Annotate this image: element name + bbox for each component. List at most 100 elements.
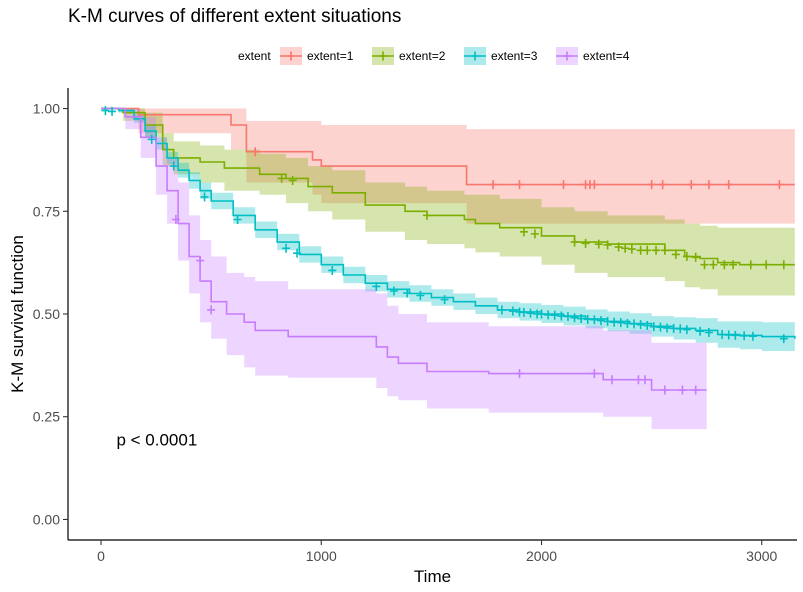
band-extent-3 [101, 108, 795, 353]
censor-mark-extent-1 [590, 180, 599, 190]
x-tick-label: 0 [97, 548, 105, 564]
censor-mark-extent-3 [537, 309, 546, 319]
censor-mark-extent-2 [519, 227, 528, 237]
legend-cross-extent-4 [563, 51, 571, 61]
y-tick-label: 0.75 [33, 203, 60, 219]
censor-mark-extent-2 [277, 173, 286, 183]
legend-cross-extent-1 [287, 51, 295, 61]
censor-mark-extent-2 [603, 240, 612, 250]
censor-mark-extent-3 [577, 314, 586, 324]
censor-mark-extent-3 [731, 330, 740, 340]
censor-mark-extent-2 [746, 260, 755, 270]
censor-mark-extent-3 [372, 281, 381, 291]
censor-mark-extent-3 [570, 313, 579, 323]
censor-mark-extent-3 [643, 321, 652, 331]
censor-mark-extent-4 [590, 369, 599, 379]
censor-mark-extent-2 [288, 175, 297, 185]
censor-mark-extent-3 [282, 243, 291, 253]
censor-mark-extent-4 [691, 385, 700, 395]
band-extent-1 [101, 108, 795, 232]
censor-mark-extent-3 [233, 214, 242, 224]
censor-mark-extent-4 [171, 214, 180, 224]
censor-mark-extent-2 [762, 260, 771, 270]
censor-mark-extent-2 [709, 260, 718, 270]
censor-mark-extent-3 [403, 288, 412, 298]
censor-mark-extent-3 [779, 334, 788, 344]
censor-mark-extent-2 [729, 260, 738, 270]
censor-mark-extent-2 [652, 245, 661, 255]
censor-mark-extent-3 [748, 331, 757, 341]
censor-mark-extent-1 [775, 180, 784, 190]
censor-mark-extent-2 [671, 249, 680, 259]
censor-mark-extent-3 [416, 291, 425, 301]
legend-label-extent-3: extent=3 [491, 49, 538, 63]
censor-mark-extent-3 [550, 310, 559, 320]
censor-mark-extent-1 [704, 180, 713, 190]
censor-mark-extent-3 [704, 327, 713, 337]
survival-curves [101, 107, 796, 391]
curve-extent-3 [101, 107, 796, 339]
censor-mark-extent-4 [207, 305, 216, 315]
censor-mark-extent-4 [660, 385, 669, 395]
censor-mark-extent-3 [590, 315, 599, 325]
censor-mark-extent-3 [328, 265, 337, 275]
y-tick-label: 0.25 [33, 409, 60, 425]
legend-title: extent [238, 49, 271, 63]
band-extent-4 [101, 108, 707, 430]
axes: 0 1000 2000 3000 0.00 0.25 0.50 0.75 1.00 [33, 88, 797, 564]
censor-mark-extent-3 [147, 134, 156, 144]
legend-label-extent-2: extent=2 [399, 49, 446, 63]
censor-marks [101, 106, 788, 395]
censor-mark-extent-3 [740, 331, 749, 341]
censor-mark-extent-2 [779, 260, 788, 270]
censor-mark-extent-2 [422, 210, 431, 220]
censor-mark-extent-2 [530, 229, 539, 239]
y-axis-title: K-M survival function [8, 235, 27, 393]
censor-mark-extent-3 [696, 326, 705, 336]
censor-mark-extent-2 [682, 251, 691, 261]
censor-mark-extent-2 [570, 237, 579, 247]
censor-mark-extent-3 [596, 316, 605, 326]
censor-mark-extent-1 [489, 180, 498, 190]
censor-mark-extent-3 [519, 307, 528, 317]
censor-mark-extent-2 [594, 239, 603, 249]
censor-mark-extent-4 [641, 375, 650, 385]
x-axis-title: Time [414, 567, 451, 586]
censor-mark-extent-3 [508, 306, 517, 316]
censor-mark-extent-3 [656, 322, 665, 332]
censor-mark-extent-1 [658, 180, 667, 190]
censor-mark-extent-3 [497, 305, 506, 315]
legend-label-extent-4: extent=4 [583, 49, 630, 63]
y-tick-label: 0.50 [33, 306, 60, 322]
censor-mark-extent-2 [691, 252, 700, 262]
p-value-annotation: p < 0.0001 [116, 430, 197, 449]
censor-mark-extent-1 [251, 147, 260, 157]
x-tick-label: 1000 [306, 548, 337, 564]
censor-mark-extent-2 [627, 244, 636, 254]
censor-mark-extent-2 [614, 242, 623, 252]
censor-mark-extent-4 [607, 375, 616, 385]
censor-mark-extent-3 [108, 106, 117, 116]
censor-mark-extent-1 [724, 180, 733, 190]
curve-extent-4 [101, 107, 707, 391]
x-tick-label: 2000 [526, 548, 557, 564]
censor-mark-extent-3 [200, 192, 209, 202]
censor-mark-extent-4 [515, 369, 524, 379]
censor-mark-extent-2 [643, 245, 652, 255]
legend: extent extent=1 extent=2 extent=3 extent=4 [238, 47, 630, 65]
censor-mark-extent-1 [515, 180, 524, 190]
chart-title: K-M curves of different extent situation… [68, 6, 402, 27]
censor-mark-extent-2 [581, 238, 590, 248]
x-tick-label: 3000 [746, 548, 777, 564]
censor-mark-extent-3 [676, 324, 685, 334]
censor-mark-extent-2 [720, 260, 729, 270]
censor-mark-extent-3 [563, 311, 572, 321]
curve-extent-1 [101, 107, 795, 186]
confidence-bands [101, 108, 795, 430]
censor-mark-extent-3 [636, 320, 645, 330]
censor-mark-extent-4 [196, 256, 205, 266]
censor-mark-extent-3 [616, 318, 625, 328]
censor-mark-extent-3 [603, 316, 612, 326]
censor-mark-extent-1 [559, 180, 568, 190]
